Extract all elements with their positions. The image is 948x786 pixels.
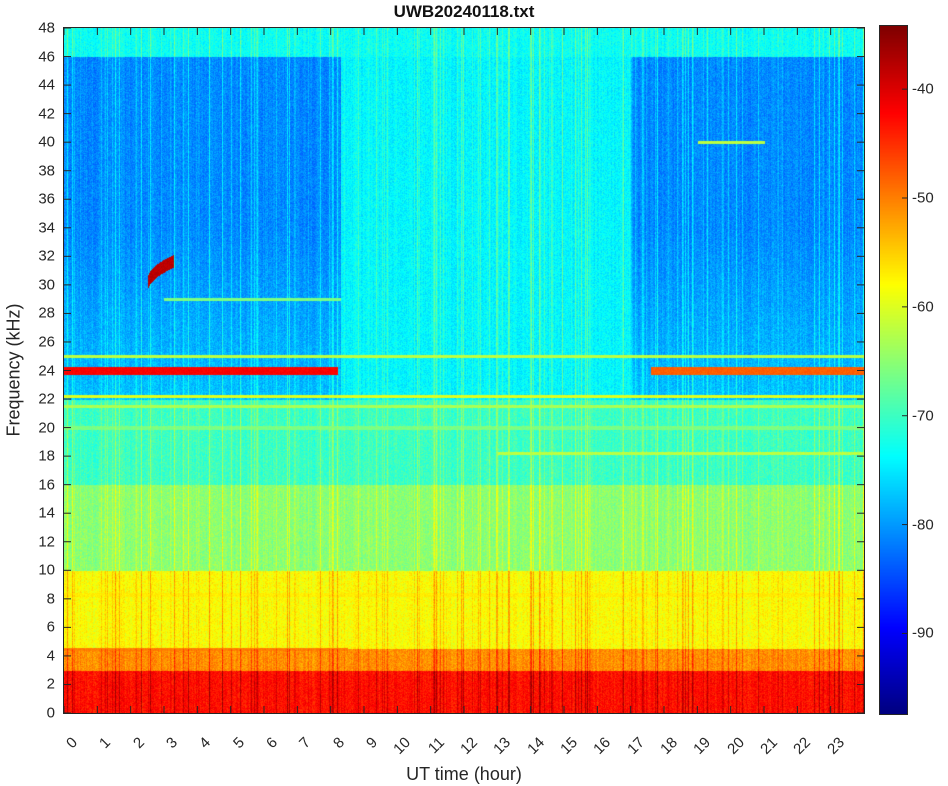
y-tick-label: 36: [38, 190, 55, 208]
y-tick-label: 48: [38, 19, 55, 37]
colorbar-tick-label: -90: [912, 624, 934, 642]
y-tick-label: 8: [46, 590, 55, 608]
x-tick-label: 8: [329, 734, 348, 752]
y-tick-label: 30: [38, 276, 55, 294]
y-tick-label: 26: [38, 333, 55, 351]
x-tick-label: 21: [757, 734, 782, 758]
colorbar-tick-label: -40: [912, 80, 934, 98]
x-tick-label: 9: [363, 734, 382, 752]
x-tick-label: 22: [790, 734, 815, 758]
y-tick-label: 40: [38, 133, 55, 151]
colorbar-tick-label: -70: [912, 407, 934, 425]
y-tick-label: 24: [38, 362, 55, 379]
colorbar-tick-label: -60: [912, 298, 934, 316]
y-tick-label: 22: [38, 390, 55, 408]
x-tick-label: 10: [390, 734, 415, 758]
y-tick-label: 18: [38, 447, 55, 465]
colorbar: [880, 26, 907, 714]
x-tick-label: 11: [424, 734, 448, 758]
y-tick-label: 44: [38, 76, 55, 94]
x-tick-label: 20: [723, 734, 748, 758]
y-tick-label: 32: [38, 247, 55, 265]
chart-title: UWB20240118.txt: [393, 2, 535, 21]
colorbar-tick-label: -80: [912, 516, 934, 534]
colorbar-tick-label: -50: [912, 189, 934, 207]
x-axis-label: UT time (hour): [406, 764, 522, 784]
spectrogram-heatmap: [64, 28, 864, 713]
x-tick-label: 17: [623, 734, 648, 758]
x-tick-label: 16: [590, 734, 615, 758]
x-tick-label: 12: [457, 734, 482, 758]
x-tick-label: 7: [296, 734, 315, 752]
y-tick-label: 4: [46, 647, 55, 665]
y-tick-label: 34: [38, 219, 55, 237]
y-tick-label: 14: [38, 504, 55, 522]
x-tick-label: 2: [129, 734, 148, 752]
x-tick-label: 4: [196, 734, 215, 752]
y-tick-label: 42: [38, 105, 55, 123]
x-tick-label: 19: [690, 734, 715, 758]
y-tick-label: 10: [38, 561, 55, 579]
x-tick-label: 13: [490, 734, 515, 758]
x-tick-label: 23: [823, 734, 848, 758]
x-tick-label: 18: [657, 734, 682, 758]
y-tick-label: 6: [46, 618, 55, 636]
y-tick-label: 46: [38, 48, 55, 66]
y-tick-label: 0: [46, 704, 55, 722]
x-tick-label: 1: [96, 734, 115, 752]
x-tick-label: 15: [557, 734, 582, 758]
y-tick-label: 2: [46, 675, 55, 693]
y-tick-label: 38: [38, 162, 55, 180]
y-tick-label: 16: [38, 476, 55, 494]
y-tick-label: 28: [38, 304, 55, 322]
x-tick-label: 6: [263, 734, 282, 752]
y-tick-label: 20: [38, 419, 55, 437]
x-tick-label: 14: [523, 734, 548, 758]
x-tick-label: 3: [163, 734, 182, 752]
y-tick-label: 12: [38, 533, 55, 551]
y-axis-label: Frequency (kHz): [3, 303, 24, 437]
x-tick-label: 5: [229, 734, 248, 752]
x-tick-label: 0: [63, 734, 82, 752]
